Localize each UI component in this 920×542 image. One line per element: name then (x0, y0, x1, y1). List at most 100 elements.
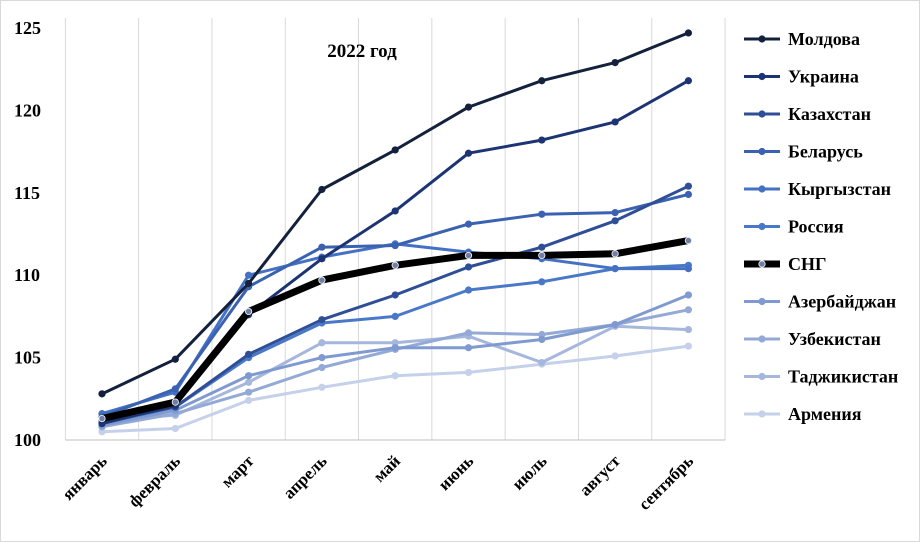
data-point (464, 263, 473, 271)
series-10 (98, 342, 693, 436)
data-point (391, 146, 399, 154)
series-lines (98, 29, 693, 436)
legend-label: Узбекистан (788, 329, 881, 349)
legend-marker (758, 222, 766, 231)
data-point (611, 217, 619, 225)
data-point (538, 136, 546, 144)
data-point (464, 329, 473, 337)
data-point (245, 350, 253, 358)
data-point (318, 316, 326, 324)
data-point (538, 335, 546, 344)
data-point (318, 255, 326, 263)
legend-label: Армения (788, 404, 862, 424)
series-6 (98, 236, 693, 423)
data-point (684, 182, 693, 190)
data-point (538, 278, 546, 286)
data-point (391, 344, 399, 352)
data-point (391, 241, 399, 250)
legend-label: Таджикистан (788, 367, 898, 387)
data-point (464, 286, 473, 294)
data-point (98, 414, 106, 423)
data-point (245, 279, 253, 288)
legend-marker (758, 410, 766, 418)
legend-marker (758, 110, 766, 118)
data-point (611, 118, 619, 126)
data-point (318, 363, 326, 372)
legend: Молдова Украина Казахстан Беларусь Кыргызста… (744, 29, 898, 424)
data-point (318, 383, 326, 391)
y-tick-label: 110 (14, 265, 40, 285)
data-point (171, 398, 179, 406)
data-point (391, 207, 399, 215)
legend-item: Кыргызстан (744, 179, 891, 199)
data-point (684, 342, 693, 350)
legend-marker (758, 335, 766, 343)
data-point (684, 77, 693, 85)
data-point (684, 29, 693, 37)
legend-marker (758, 147, 766, 156)
data-point (391, 291, 399, 299)
y-tick-label: 115 (14, 183, 40, 203)
legend-label: Молдова (788, 29, 860, 49)
data-point (318, 243, 326, 251)
data-point (611, 352, 619, 360)
legend-item: Россия (744, 217, 844, 237)
data-point (245, 307, 253, 316)
legend-marker (758, 72, 766, 81)
data-point (245, 271, 253, 279)
data-point (538, 77, 546, 85)
data-point (318, 185, 326, 194)
legend-label: Азербайджан (788, 292, 896, 312)
data-point (684, 190, 693, 199)
data-point (98, 428, 106, 436)
data-point (245, 378, 253, 386)
data-point (98, 390, 106, 398)
legend-label: Украина (788, 67, 859, 87)
data-point (171, 385, 179, 393)
data-point (171, 355, 179, 363)
legend-item: Украина (744, 67, 859, 87)
legend-label: Казахстан (788, 104, 871, 124)
data-point (391, 372, 399, 380)
legend-item: Беларусь (744, 142, 863, 162)
data-point (245, 388, 253, 396)
data-point (684, 325, 693, 334)
data-point (538, 251, 546, 260)
legend-label: Кыргызстан (788, 179, 891, 199)
data-point (538, 210, 546, 218)
series-0 (98, 29, 693, 398)
y-tick-label: 100 (14, 430, 41, 450)
data-point (538, 358, 546, 367)
data-point (611, 208, 619, 217)
legend-marker (758, 260, 766, 268)
data-point (684, 306, 693, 314)
data-point (538, 243, 546, 251)
y-tick-label: 125 (14, 18, 41, 38)
legend-label: Россия (788, 217, 844, 237)
data-point (684, 265, 693, 273)
legend-marker (758, 297, 766, 306)
legend-item: Таджикистан (744, 367, 898, 387)
data-point (318, 276, 326, 284)
y-tick-labels: 100 105 110 115 120 125 (14, 18, 41, 450)
data-point (538, 330, 546, 339)
data-point (464, 220, 473, 228)
legend-label: Беларусь (788, 142, 863, 162)
data-point (684, 236, 693, 245)
data-point (464, 344, 473, 352)
legend-marker (758, 185, 766, 193)
legend-marker (758, 35, 766, 43)
y-tick-label: 105 (14, 348, 41, 368)
series-2 (98, 182, 693, 426)
data-point (464, 368, 473, 377)
chart-title: 2022 год (327, 41, 397, 62)
data-point (171, 424, 179, 433)
data-point (611, 265, 619, 273)
data-point (464, 103, 473, 111)
data-point (464, 251, 473, 260)
data-point (611, 250, 619, 258)
data-point (391, 261, 399, 269)
legend-marker (758, 372, 766, 381)
